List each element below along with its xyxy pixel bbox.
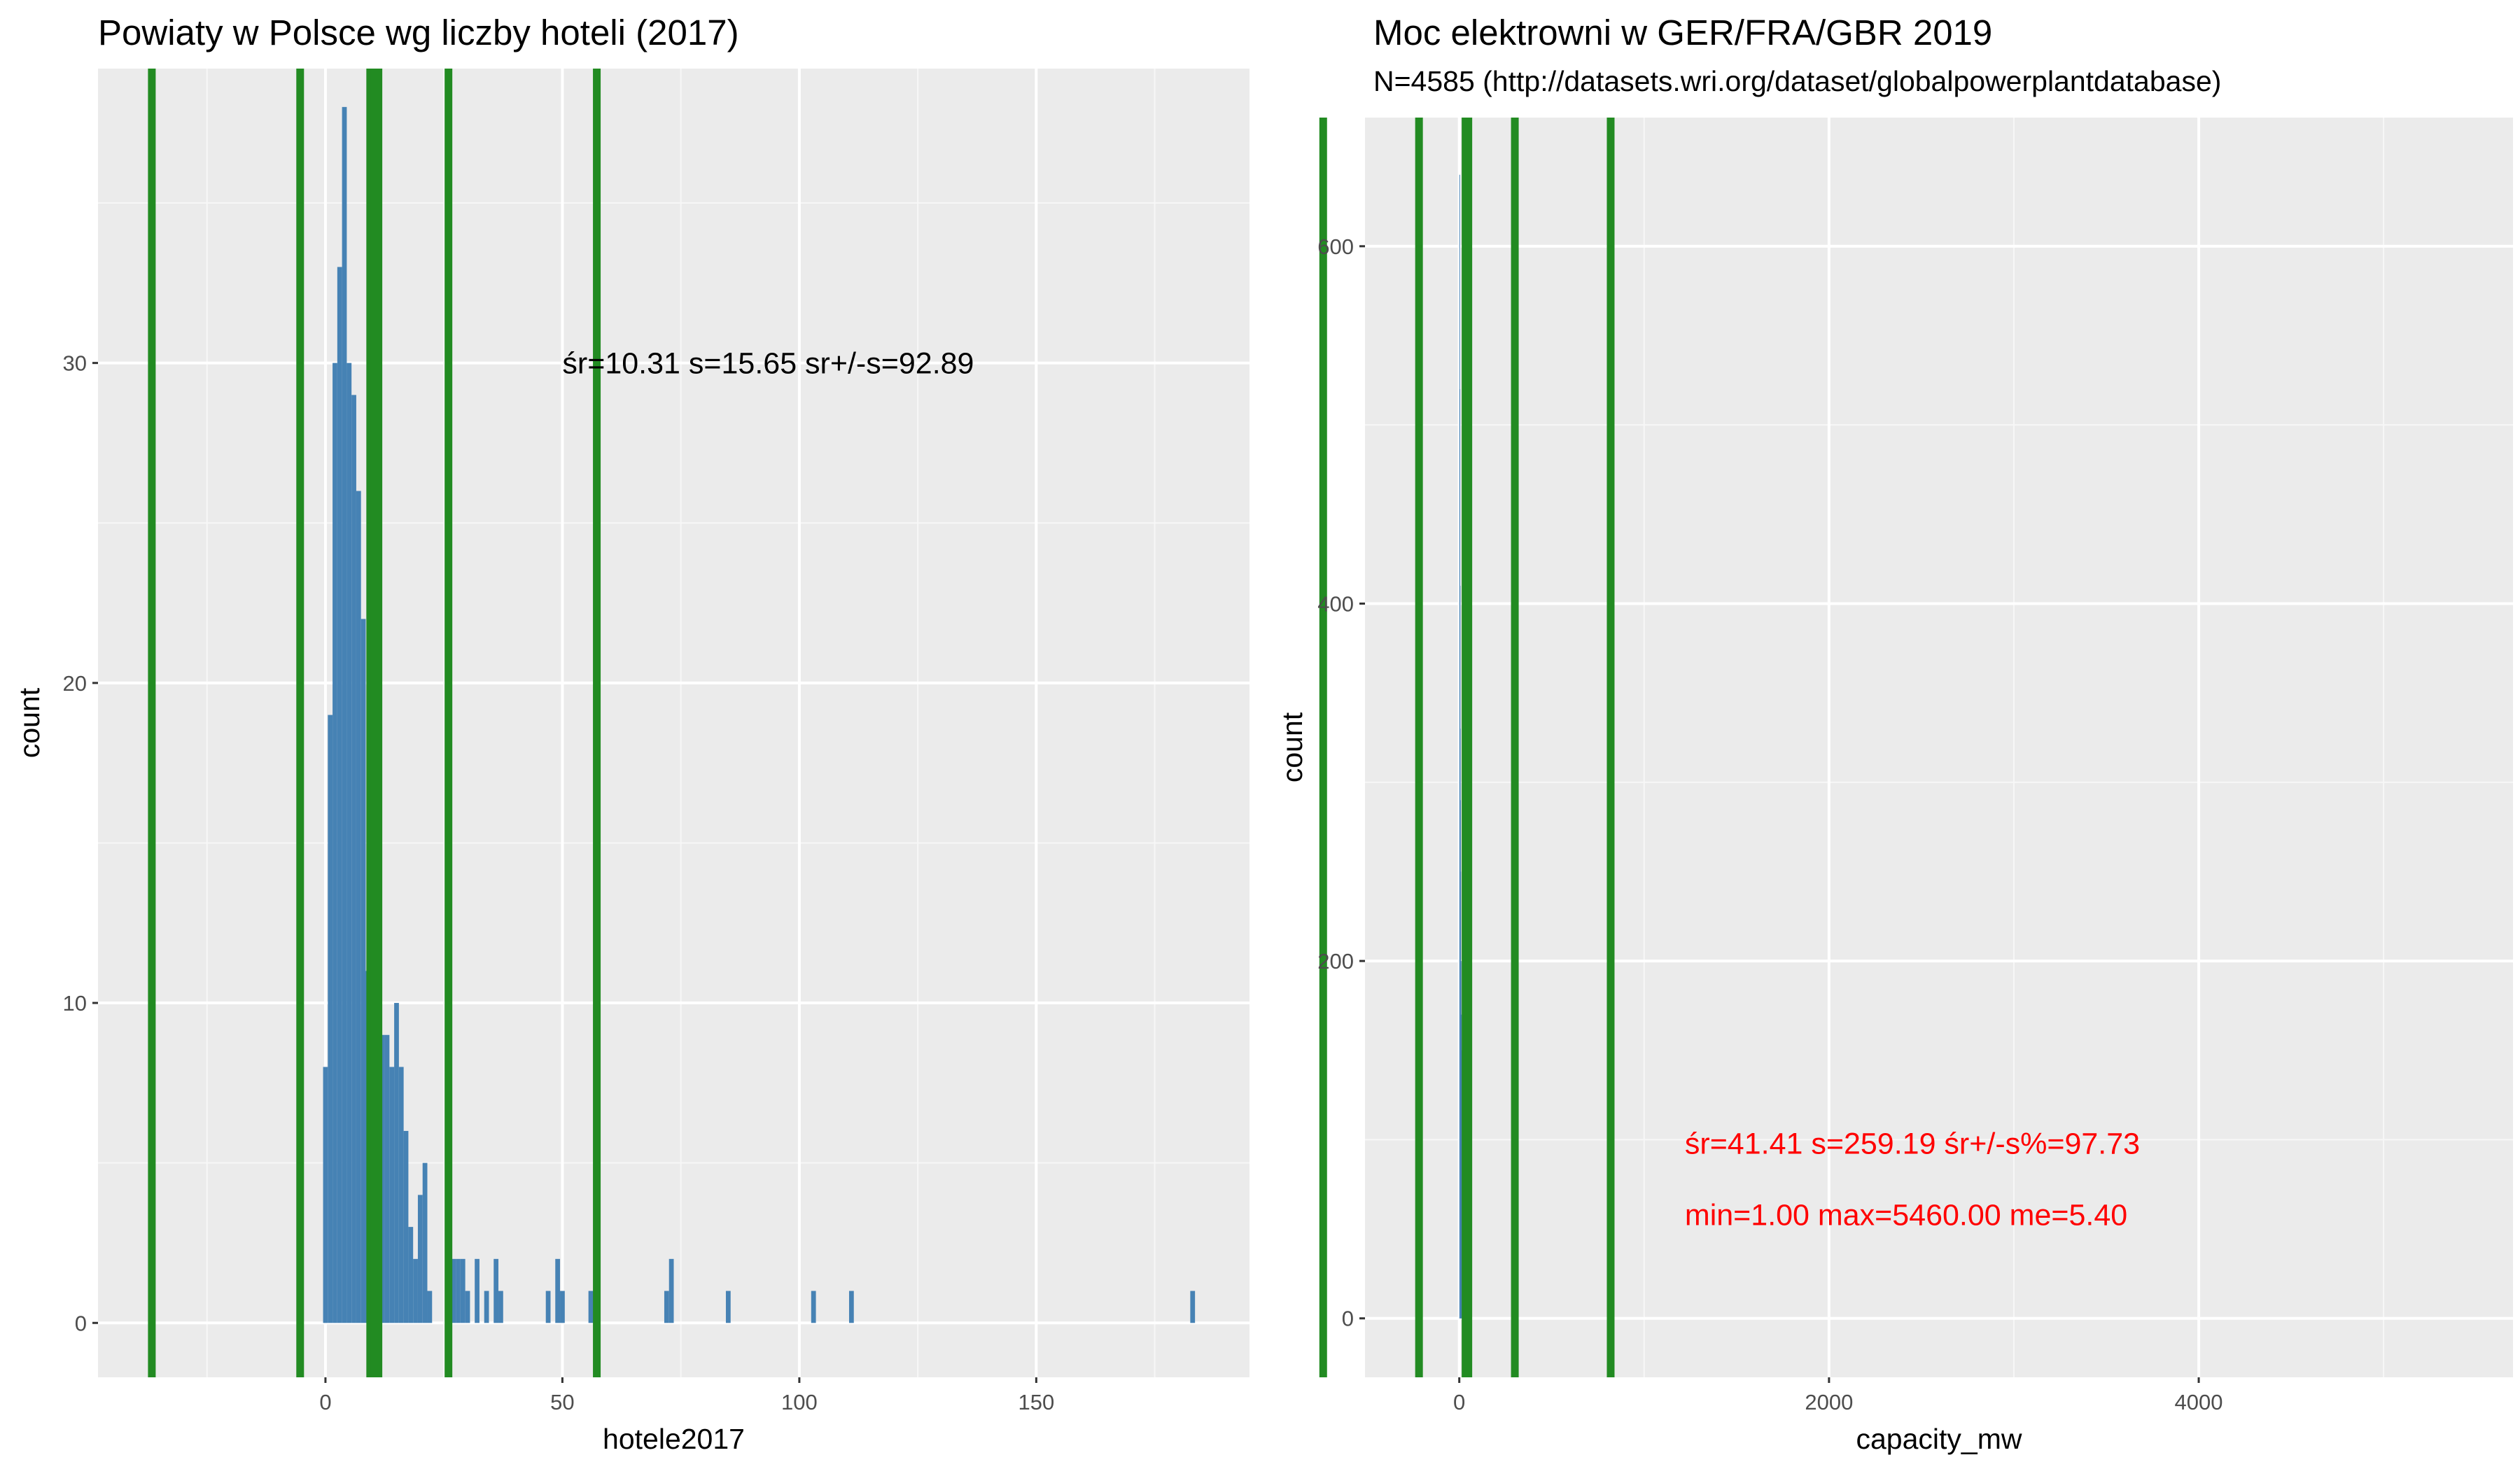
histogram-bar <box>408 1227 414 1323</box>
power-plot-background <box>1365 118 2513 1377</box>
annotation-text: śr=10.31 s=15.65 sr+/-s=92.89 <box>562 347 974 381</box>
power-histogram-panel: śr=41.41 s=259.19 śr+/-s%=97.73 min=1.00 … <box>1276 13 2513 1455</box>
hotels-annotations: śr=10.31 s=15.65 sr+/-s=92.89 <box>562 347 974 381</box>
x-tick-label: 4000 <box>2175 1390 2223 1414</box>
hotels-minor-gridlines <box>98 69 1250 1377</box>
histogram-bar <box>545 1291 551 1323</box>
power-chart-title: Moc elektrowni w GER/FRA/GBR 2019 <box>1373 13 1992 52</box>
histogram-bar <box>403 1130 409 1323</box>
histogram-bar <box>560 1291 565 1323</box>
histogram-bar <box>394 1003 399 1323</box>
histogram-bar <box>384 1034 390 1323</box>
histogram-bar <box>1190 1291 1196 1323</box>
power-x-ticks: 0 2000 4000 <box>1453 1377 2223 1414</box>
histogram-bar <box>456 1258 461 1323</box>
power-y-ticks: 0 200 400 600 <box>1317 234 1365 1331</box>
histogram-bar <box>475 1258 479 1323</box>
histogram-bar <box>389 1067 395 1323</box>
power-chart-subtitle: N=4585 (http://datasets.wri.org/dataset/… <box>1373 65 2221 97</box>
histogram-bar <box>337 267 342 1323</box>
histogram-bar <box>493 1258 499 1323</box>
x-tick-label: 2000 <box>1805 1390 1853 1414</box>
y-tick-label: 0 <box>1342 1307 1354 1331</box>
power-x-axis-title: capacity_mw <box>1856 1423 2022 1455</box>
histogram-bar <box>451 1258 456 1323</box>
y-tick-label: 0 <box>75 1311 87 1335</box>
x-tick-label: 0 <box>1453 1390 1465 1414</box>
power-minor-gridlines <box>1365 118 2513 1377</box>
x-tick-label: 100 <box>781 1390 818 1414</box>
hotels-y-axis-title: count <box>13 687 46 758</box>
histogram-bar <box>668 1258 674 1323</box>
hotels-x-ticks: 0 50 100 150 <box>319 1377 1054 1414</box>
hotels-reference-lines <box>148 69 601 1377</box>
histogram-bar <box>346 363 352 1323</box>
x-tick-label: 0 <box>319 1390 331 1414</box>
histogram-bar <box>342 106 347 1323</box>
x-tick-label: 150 <box>1018 1390 1055 1414</box>
histogram-bar <box>484 1291 489 1323</box>
histogram-bar <box>664 1291 669 1323</box>
histogram-bar <box>848 1291 854 1323</box>
histogram-bar <box>588 1291 594 1323</box>
histogram-bar <box>413 1258 418 1323</box>
histogram-bar <box>498 1291 503 1323</box>
histogram-bar <box>1460 871 1462 1319</box>
histogram-bar <box>465 1291 470 1323</box>
histogram-bar <box>1460 961 1462 1319</box>
histogram-bar <box>460 1258 465 1323</box>
histogram-bar <box>427 1291 433 1323</box>
histogram-bar <box>351 395 356 1323</box>
power-reference-lines <box>1319 118 1615 1377</box>
histogram-bar <box>398 1067 404 1323</box>
hotels-x-axis-title: hotele2017 <box>603 1423 745 1455</box>
histogram-bar <box>360 619 366 1323</box>
annotation-text: śr=41.41 s=259.19 śr+/-s%=97.73 <box>1685 1127 2140 1161</box>
histogram-bar <box>725 1291 731 1323</box>
histogram-bar <box>811 1291 816 1323</box>
hotels-chart-title: Powiaty w Polsce wg liczby hoteli (2017) <box>98 13 739 52</box>
histogram-bar <box>555 1258 561 1323</box>
x-tick-label: 50 <box>550 1390 574 1414</box>
histogram-bar <box>356 491 361 1323</box>
annotation-text: min=1.00 max=5460.00 me=5.40 <box>1685 1199 2127 1232</box>
hotels-histogram-panel: śr=10.31 s=15.65 sr+/-s=92.89 0 50 100 150 … <box>13 13 1250 1455</box>
histogram-bar <box>323 1067 328 1323</box>
y-tick-label: 20 <box>63 671 87 696</box>
power-y-axis-title: count <box>1276 712 1308 782</box>
histogram-bar <box>422 1162 428 1323</box>
histogram-bar <box>332 363 337 1323</box>
power-major-gridlines <box>1365 118 2513 1377</box>
histogram-bar <box>379 1034 385 1323</box>
y-tick-label: 30 <box>63 351 87 376</box>
histogram-bar <box>1461 1014 1462 1319</box>
y-tick-label: 200 <box>1317 949 1354 974</box>
hotels-plot-background <box>98 69 1250 1377</box>
hotels-y-ticks: 0 10 20 30 <box>63 351 98 1335</box>
histogram-bar <box>417 1195 423 1323</box>
y-tick-label: 600 <box>1317 234 1354 259</box>
y-tick-label: 400 <box>1317 591 1354 616</box>
histogram-bar <box>328 715 333 1323</box>
power-annotations: śr=41.41 s=259.19 śr+/-s%=97.73 min=1.00 … <box>1685 1127 2140 1232</box>
y-tick-label: 10 <box>63 991 87 1015</box>
